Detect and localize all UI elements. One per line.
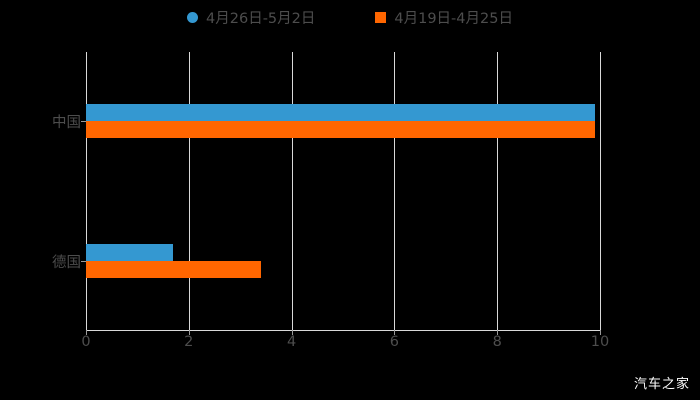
x-tick-label-6: 6 bbox=[389, 334, 400, 350]
x-tick-label-4: 4 bbox=[286, 334, 297, 350]
category-label-0: 中国 bbox=[52, 114, 81, 131]
legend-circle-marker-icon bbox=[187, 11, 199, 23]
gridline-x-8 bbox=[497, 52, 499, 330]
chart-legend: 4月26日-5月2日 4月19日-4月25日 bbox=[0, 4, 700, 30]
x-tick-label-2: 2 bbox=[184, 334, 194, 350]
x-tick-mark-6 bbox=[394, 330, 396, 335]
legend-item-series-b[interactable]: 4月19日-4月25日 bbox=[375, 7, 513, 28]
x-tick-mark-0 bbox=[86, 330, 87, 335]
x-tick-label-0: 0 bbox=[81, 334, 91, 350]
bar-series-a-1[interactable] bbox=[86, 243, 174, 261]
bar-series-b-1[interactable] bbox=[86, 260, 261, 278]
x-tick-label-10: 10 bbox=[590, 334, 610, 350]
legend-label-series-b: 4月19日-4月25日 bbox=[394, 10, 513, 27]
bar-series-b-0[interactable] bbox=[86, 120, 595, 138]
y-axis-line bbox=[86, 52, 87, 330]
x-tick-mark-4 bbox=[291, 330, 293, 335]
x-axis-line bbox=[86, 330, 601, 331]
x-tick-mark-8 bbox=[497, 330, 499, 335]
gridline-x-10 bbox=[600, 52, 601, 330]
legend-item-series-a[interactable]: 4月26日-5月2日 bbox=[187, 7, 315, 28]
category-label-1: 德国 bbox=[52, 254, 81, 271]
legend-square-marker-icon bbox=[375, 11, 387, 23]
gridline-x-6 bbox=[394, 52, 396, 330]
bar-series-a-0[interactable] bbox=[86, 103, 595, 121]
legend-label-series-a: 4月26日-5月2日 bbox=[206, 10, 316, 27]
gridline-x-2 bbox=[188, 52, 190, 330]
x-tick-mark-2 bbox=[188, 330, 190, 335]
x-tick-label-8: 8 bbox=[492, 334, 502, 350]
y-tick-mark-1 bbox=[81, 260, 86, 262]
watermark: 汽车之家 bbox=[633, 377, 690, 392]
gridline-x-4 bbox=[291, 52, 293, 330]
y-tick-mark-0 bbox=[81, 120, 86, 122]
x-tick-mark-10 bbox=[600, 330, 601, 335]
plot-area bbox=[86, 52, 601, 330]
